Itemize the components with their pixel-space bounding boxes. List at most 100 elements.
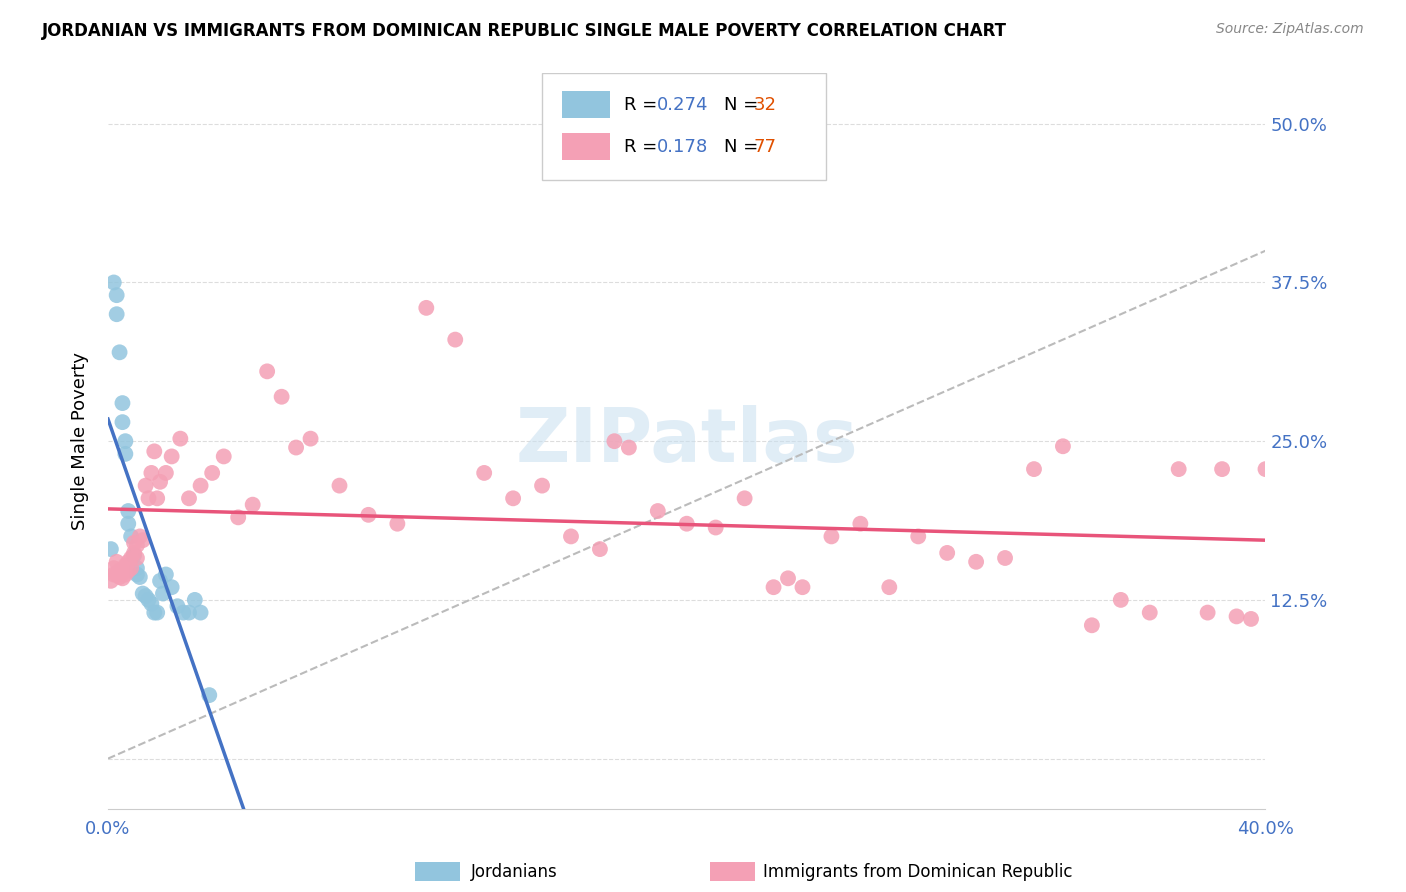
Point [125, 561, 148, 575]
Point [387, 516, 409, 531]
Point [125, 567, 148, 582]
Point [135, 478, 157, 492]
Point [138, 491, 160, 506]
Point [190, 606, 212, 620]
Point [120, 561, 142, 575]
Point [141, 466, 163, 480]
Point [146, 491, 169, 506]
Point [111, 571, 134, 585]
Point [103, 561, 125, 575]
Point [1211, 462, 1233, 476]
Point [149, 574, 172, 588]
Point [285, 441, 308, 455]
Point [111, 396, 134, 410]
Point [111, 564, 134, 578]
Text: R =: R = [624, 95, 664, 113]
Text: ZIPatlas: ZIPatlas [516, 405, 858, 478]
Point [776, 571, 799, 585]
Point [132, 533, 155, 548]
Text: Jordanians: Jordanians [471, 863, 558, 881]
Point [198, 688, 221, 702]
Point [617, 441, 640, 455]
Point [141, 597, 163, 611]
Point [105, 567, 128, 582]
Point [105, 288, 128, 302]
Point [1109, 593, 1132, 607]
Point [820, 529, 842, 543]
FancyBboxPatch shape [562, 134, 610, 160]
Point [444, 333, 467, 347]
Point [160, 580, 183, 594]
Y-axis label: Single Male Poverty: Single Male Poverty [72, 352, 89, 530]
Text: 40.0%: 40.0% [1237, 820, 1294, 838]
Text: 77: 77 [754, 137, 778, 155]
Text: R =: R = [624, 137, 664, 155]
Point [177, 491, 200, 506]
Point [603, 434, 626, 449]
Point [122, 546, 145, 560]
FancyBboxPatch shape [562, 91, 610, 118]
Text: 0.0%: 0.0% [86, 820, 131, 838]
Point [160, 450, 183, 464]
Point [560, 529, 582, 543]
Text: Immigrants from Dominican Republic: Immigrants from Dominican Republic [763, 863, 1073, 881]
Point [1254, 462, 1277, 476]
Point [117, 504, 139, 518]
Point [143, 444, 166, 458]
Point [108, 345, 131, 359]
Point [149, 475, 172, 489]
Point [100, 574, 122, 588]
Point [328, 478, 350, 492]
Point [172, 606, 194, 620]
Point [100, 542, 122, 557]
Point [415, 301, 437, 315]
Text: 0.274: 0.274 [657, 95, 709, 113]
Point [190, 478, 212, 492]
Point [299, 432, 322, 446]
Point [734, 491, 756, 506]
Point [125, 538, 148, 552]
Point [357, 508, 380, 522]
Point [849, 516, 872, 531]
Point [177, 606, 200, 620]
Text: 32: 32 [754, 95, 778, 113]
Point [117, 555, 139, 569]
Point [1240, 612, 1263, 626]
Point [879, 580, 901, 594]
Point [531, 478, 554, 492]
Text: N =: N = [724, 137, 763, 155]
Point [184, 593, 207, 607]
Point [936, 546, 959, 560]
Point [675, 516, 697, 531]
Point [122, 535, 145, 549]
Point [242, 498, 264, 512]
Point [907, 529, 929, 543]
Point [166, 599, 188, 614]
Point [1052, 439, 1074, 453]
Point [155, 466, 177, 480]
Point [212, 450, 235, 464]
Point [226, 510, 249, 524]
Point [122, 549, 145, 563]
Point [103, 276, 125, 290]
Point [125, 551, 148, 566]
Point [120, 551, 142, 566]
Point [1139, 606, 1161, 620]
Point [589, 542, 612, 557]
Point [647, 504, 669, 518]
Text: JORDANIAN VS IMMIGRANTS FROM DOMINICAN REPUBLIC SINGLE MALE POVERTY CORRELATION : JORDANIAN VS IMMIGRANTS FROM DOMINICAN R… [42, 22, 1007, 40]
Point [704, 520, 727, 534]
Point [108, 570, 131, 584]
Point [270, 390, 292, 404]
Point [502, 491, 524, 506]
Point [201, 466, 224, 480]
FancyBboxPatch shape [543, 73, 825, 180]
Point [965, 555, 987, 569]
Point [117, 516, 139, 531]
Point [103, 567, 125, 582]
Point [472, 466, 495, 480]
Point [114, 434, 136, 449]
Point [120, 529, 142, 543]
Point [1197, 606, 1219, 620]
Point [105, 307, 128, 321]
